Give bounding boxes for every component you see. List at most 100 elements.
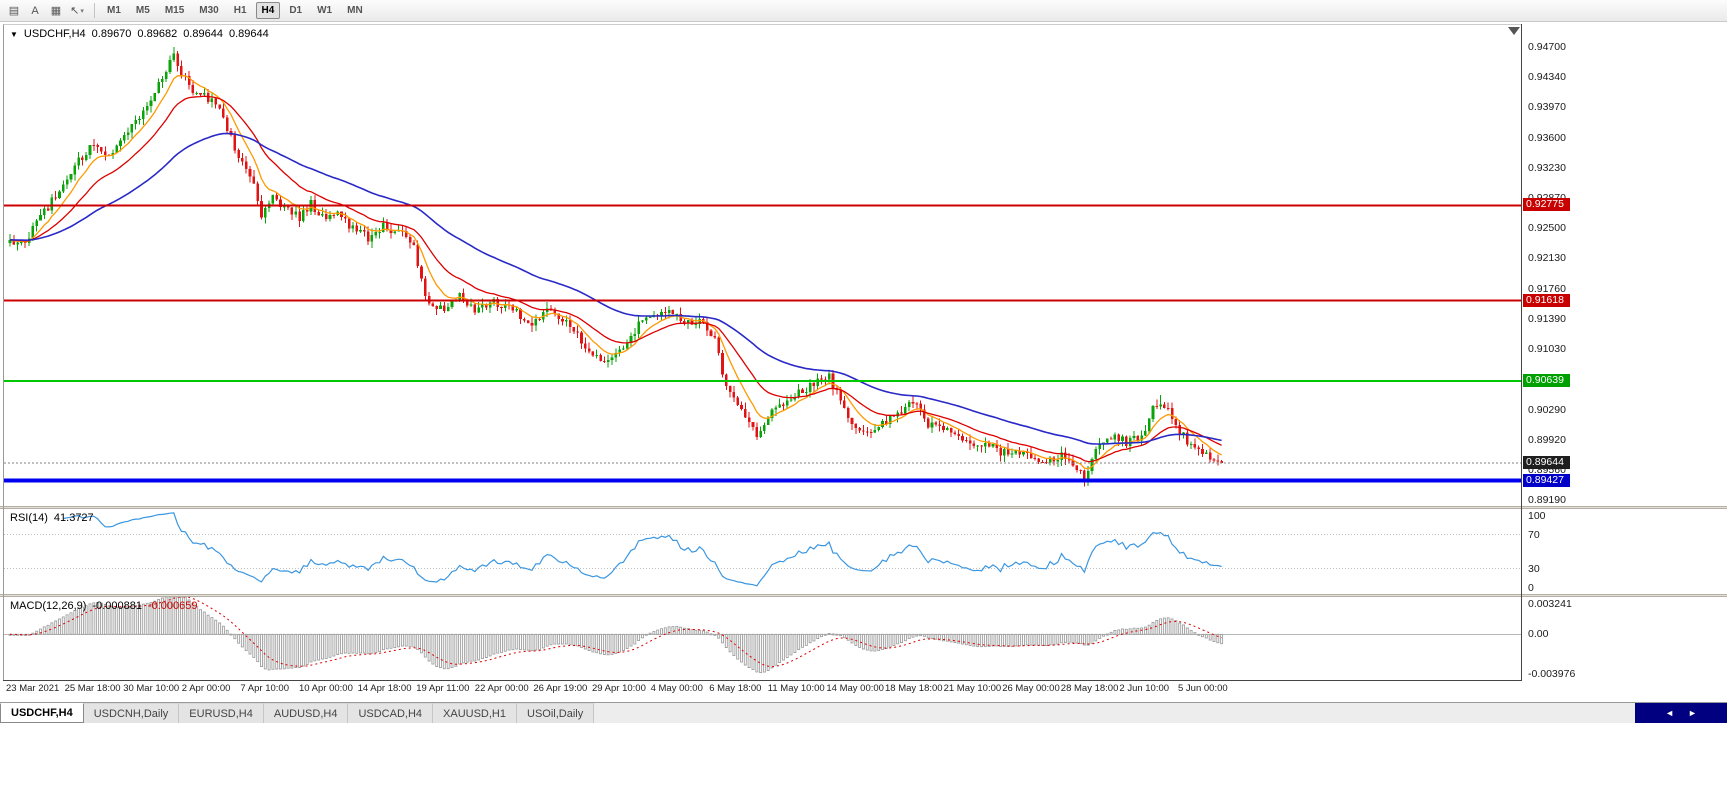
chart-ohlc-title: ▼ USDCHF,H4 0.89670 0.89682 0.89644 0.89…	[10, 28, 269, 40]
timeframe-button-mn[interactable]: MN	[347, 5, 363, 16]
time-axis-label: 2 Jun 10:00	[1119, 683, 1170, 694]
chart-tab-usdcad[interactable]: USDCAD,H4	[348, 703, 434, 723]
time-axis-label: 25 Mar 18:00	[64, 683, 121, 694]
chart-tab-bar: USDCHF,H4 USDCNH,Daily EURUSD,H4 AUDUSD,H4 U…	[0, 702, 1727, 723]
price-axis-label: 0.90290	[1528, 404, 1566, 416]
time-axis-label: 26 May 00:00	[1002, 683, 1060, 694]
timeframe-button-m30[interactable]: M30	[199, 5, 219, 16]
rsi-axis-label: 100	[1528, 510, 1546, 522]
chevron-down-icon: ▾	[80, 7, 84, 15]
price-axis-label: 0.89190	[1528, 494, 1566, 506]
time-axis-label: 26 Apr 19:00	[533, 683, 588, 694]
chart-tab-usdcnh[interactable]: USDCNH,Daily	[83, 703, 180, 723]
timeframe-button-m1[interactable]: M1	[107, 5, 121, 16]
chart-tab-xauusd[interactable]: XAUUSD,H1	[433, 703, 517, 723]
time-axis[interactable]: 23 Mar 2021 25 Mar 18:00 30 Mar 10:00 2 Apr…	[4, 682, 1521, 698]
price-axis-label: 0.93970	[1528, 101, 1566, 113]
main-chart-panel[interactable]: ▼ USDCHF,H4 0.89670 0.89682 0.89644 0.89…	[4, 24, 1521, 506]
time-axis-label: 11 May 10:00	[767, 683, 825, 694]
price-axis-label: 0.92500	[1528, 222, 1566, 234]
price-tag: 0.90639	[1523, 374, 1570, 387]
rsi-axis-label: 0	[1528, 582, 1534, 594]
time-axis-label: 2 Apr 00:00	[181, 683, 231, 694]
tab-scroll-nav: ◄ ►	[1635, 703, 1727, 723]
macd-axis-label: 0.003241	[1528, 598, 1572, 610]
chart-list-glyph: ▤	[8, 5, 20, 17]
time-axis-line	[3, 680, 1522, 681]
macd-label: MACD(12,26,9) -0.000881 -0.000659	[10, 600, 198, 612]
chart-window-icon[interactable]: ▦	[46, 2, 66, 20]
time-axis-label: 4 May 00:00	[650, 683, 703, 694]
time-axis-label: 18 May 18:00	[885, 683, 943, 694]
ohlc-low: 0.89644	[183, 28, 223, 40]
timeframe-button-m15[interactable]: M15	[164, 5, 185, 16]
macd-main-value: -0.000881	[92, 600, 142, 612]
macd-plot[interactable]	[4, 597, 1521, 680]
rsi-panel[interactable]: RSI(14) 41.3727	[4, 509, 1521, 594]
time-axis-label: 29 Apr 10:00	[592, 683, 646, 694]
chart-menu-icon[interactable]: ▼	[10, 29, 18, 39]
chart-tabs: USDCHF,H4 USDCNH,Daily EURUSD,H4 AUDUSD,H4 U…	[0, 703, 595, 723]
rsi-value: 41.3727	[53, 512, 94, 524]
price-axis-label: 0.92130	[1528, 252, 1566, 264]
price-axis-label: 0.91030	[1528, 343, 1566, 355]
timeframe-button-d1[interactable]: D1	[289, 5, 303, 16]
time-axis-label: 7 Apr 10:00	[240, 683, 289, 694]
time-axis-label: 21 May 10:00	[943, 683, 1002, 694]
timeframe-button-w1[interactable]: W1	[317, 5, 333, 16]
time-axis-label: 19 Apr 11:00	[416, 683, 470, 694]
panel-splitter[interactable]	[0, 506, 1727, 509]
timeframe-button-h4[interactable]: H4	[255, 2, 281, 19]
price-axis-label: 0.93230	[1528, 162, 1566, 174]
price-tag: 0.89427	[1523, 474, 1570, 487]
price-tag: 0.92775	[1523, 198, 1570, 211]
time-axis-label: 23 Mar 2021	[6, 683, 60, 694]
tab-scroll-right-button[interactable]: ►	[1688, 708, 1697, 718]
candlestick-chart[interactable]	[4, 24, 1521, 506]
toolbar-separator	[94, 3, 95, 18]
time-axis-label: 22 Apr 00:00	[474, 683, 529, 694]
price-axis-label: 0.91390	[1528, 313, 1566, 325]
macd-name: MACD(12,26,9)	[10, 600, 87, 612]
chart-tab-eurusd[interactable]: EURUSD,H4	[179, 703, 264, 723]
time-axis-label: 14 May 00:00	[826, 683, 884, 694]
chart-window-glyph: ▦	[50, 5, 62, 17]
toolbar: ▤ A ▦ ↖ ▾ M1 M5 M15 M30 H1 H4 D1 W1 MN	[0, 0, 1727, 22]
time-axis-label: 10 Apr 00:00	[299, 683, 353, 694]
macd-axis-label: 0.00	[1528, 628, 1549, 640]
rsi-axis-label: 30	[1528, 563, 1540, 575]
price-axis[interactable]: 0.947000.943400.939700.936000.932300.928…	[1521, 24, 1727, 680]
rsi-axis-label: 70	[1528, 529, 1540, 541]
rsi-label: RSI(14) 41.3727	[10, 512, 94, 524]
time-axis-label: 30 Mar 10:00	[123, 683, 180, 694]
rsi-name: RSI(14)	[10, 512, 48, 524]
chart-tab-usoil[interactable]: USOil,Daily	[517, 703, 595, 723]
time-axis-label: 14 Apr 18:00	[357, 683, 412, 694]
macd-signal-value: -0.000659	[147, 600, 198, 612]
tab-scroll-left-button[interactable]: ◄	[1665, 708, 1674, 718]
time-axis-label: 5 Jun 00:00	[1178, 683, 1228, 694]
cursor-tool-icon[interactable]: ↖ ▾	[67, 2, 87, 20]
chart-tab-usdchf[interactable]: USDCHF,H4	[0, 703, 84, 723]
time-axis-label: 6 May 18:00	[709, 683, 762, 694]
text-annotation-icon[interactable]: A	[25, 2, 45, 20]
timeframe-button-h1[interactable]: H1	[233, 5, 247, 16]
time-axis-label: 28 May 18:00	[1060, 683, 1119, 694]
rsi-plot[interactable]	[4, 509, 1521, 594]
chart-list-icon[interactable]: ▤	[4, 2, 24, 20]
panel-splitter[interactable]	[0, 594, 1727, 597]
price-axis-label: 0.94700	[1528, 41, 1566, 53]
ohlc-high: 0.89682	[137, 28, 178, 40]
timeframe-button-m5[interactable]: M5	[135, 5, 150, 16]
macd-axis-label: -0.003976	[1528, 668, 1576, 680]
price-axis-label: 0.91760	[1528, 283, 1566, 295]
chart-symbol-label: USDCHF,H4	[23, 28, 86, 40]
price-tag: 0.89644	[1523, 456, 1570, 469]
chart-tab-audusd[interactable]: AUDUSD,H4	[263, 703, 349, 723]
ohlc-open: 0.89670	[91, 28, 132, 40]
price-axis-label: 0.93600	[1528, 132, 1566, 144]
price-axis-label: 0.89920	[1528, 434, 1566, 446]
cursor-glyph: ↖	[70, 5, 80, 17]
macd-panel[interactable]: MACD(12,26,9) -0.000881 -0.000659	[4, 597, 1521, 680]
